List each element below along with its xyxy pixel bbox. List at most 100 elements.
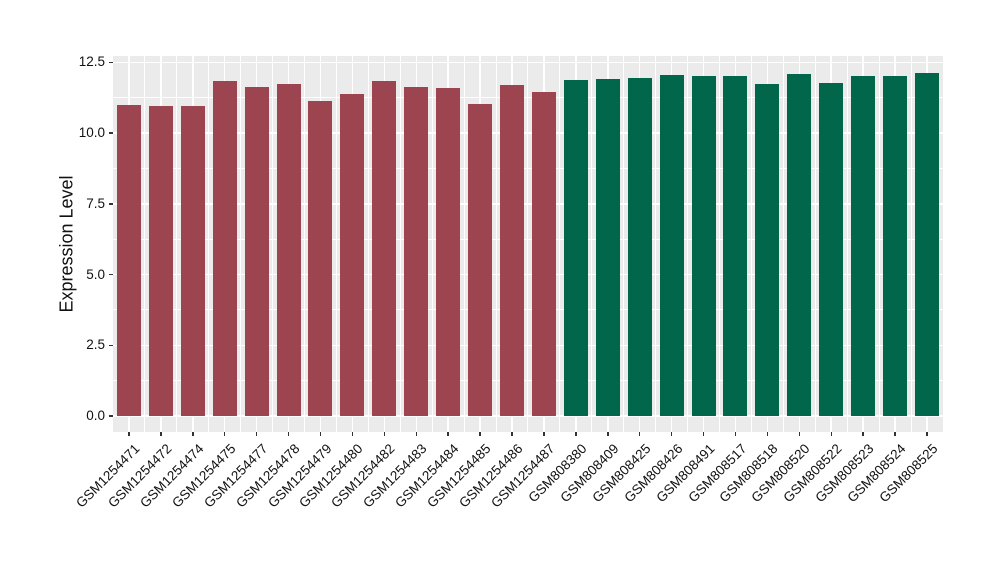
gridline-x-minor xyxy=(687,56,689,432)
x-axis-tick xyxy=(734,432,737,436)
bar-GSM808518 xyxy=(755,83,780,416)
x-axis-tick xyxy=(830,432,833,436)
x-axis-tick xyxy=(319,432,322,436)
bar-slot xyxy=(878,56,911,432)
bar-GSM1254478 xyxy=(276,84,301,416)
x-axis-tick xyxy=(383,432,386,436)
x-axis-tick xyxy=(926,432,928,436)
bars-container xyxy=(113,56,943,432)
bar-slot xyxy=(910,56,943,432)
y-tick-label: 2.5 xyxy=(86,337,105,353)
bar-GSM808425 xyxy=(627,77,652,416)
bar-GSM1254479 xyxy=(308,101,333,416)
bar-slot xyxy=(399,56,432,432)
y-tick-label: 10.0 xyxy=(78,125,105,140)
y-axis-tick xyxy=(109,415,113,417)
x-axis-tick xyxy=(160,432,162,436)
bar-GSM808409 xyxy=(595,78,620,416)
gridline-x-minor xyxy=(208,56,210,432)
gridline-x-minor xyxy=(463,56,465,432)
bar-slot xyxy=(782,56,815,432)
bar-GSM808520 xyxy=(787,73,812,416)
bar-GSM1254487 xyxy=(531,92,556,416)
bar-GSM1254475 xyxy=(212,80,237,416)
gridline-x-minor xyxy=(878,56,880,432)
bar-slot xyxy=(527,56,560,432)
gridline-x-minor xyxy=(814,56,816,432)
y-axis-tick xyxy=(109,132,113,134)
bar-slot xyxy=(335,56,368,432)
bar-GSM808524 xyxy=(883,75,908,416)
bar-slot xyxy=(463,56,496,432)
bar-slot xyxy=(719,56,752,432)
bar-GSM808380 xyxy=(563,80,588,416)
gridline-x-minor xyxy=(750,56,752,432)
x-axis-tick xyxy=(766,432,769,436)
y-tick-label: 0.0 xyxy=(86,408,105,423)
x-axis-tick xyxy=(607,432,609,436)
bar-GSM808522 xyxy=(819,82,844,416)
x-axis-tick xyxy=(128,432,130,436)
x-axis-tick xyxy=(702,432,705,436)
x-axis-tick xyxy=(223,432,226,436)
gridline-x-minor xyxy=(399,56,401,432)
gridline-x-minor xyxy=(240,56,242,432)
x-axis-tick xyxy=(862,432,864,436)
gridline-x-minor xyxy=(623,56,625,432)
plot-panel xyxy=(113,56,943,432)
gridline-x-minor xyxy=(304,56,306,432)
bar-GSM808491 xyxy=(691,75,716,416)
bar-slot xyxy=(750,56,783,432)
gridline-x-minor xyxy=(495,56,497,432)
bar-GSM1254485 xyxy=(468,104,493,416)
gridline-x-minor xyxy=(559,56,561,432)
bar-slot xyxy=(495,56,528,432)
gridline-x-minor xyxy=(176,56,178,432)
y-axis-tick xyxy=(109,61,113,63)
bar-slot xyxy=(559,56,592,432)
bar-GSM1254480 xyxy=(340,93,365,416)
gridline-x-minor xyxy=(335,56,337,432)
bar-slot xyxy=(591,56,624,432)
x-axis-tick xyxy=(543,432,545,436)
bar-slot xyxy=(687,56,720,432)
bar-slot xyxy=(113,56,145,432)
x-axis-tick xyxy=(638,432,641,436)
gridline-x-minor xyxy=(846,56,848,432)
bar-GSM1254486 xyxy=(500,85,525,416)
bar-GSM808523 xyxy=(851,75,876,416)
gridline-x-minor xyxy=(367,56,369,432)
bar-slot xyxy=(208,56,241,432)
x-axis-tick xyxy=(255,432,258,436)
gridline-x-minor xyxy=(655,56,657,432)
x-axis-tick xyxy=(415,432,418,436)
x-axis-tick xyxy=(670,432,673,436)
bar-GSM1254483 xyxy=(404,86,429,416)
x-axis-tick xyxy=(287,432,290,436)
bar-GSM808517 xyxy=(723,75,748,416)
y-axis-tick xyxy=(109,273,113,276)
y-tick-label: 5.0 xyxy=(86,266,105,282)
bar-slot xyxy=(814,56,847,432)
bar-slot xyxy=(240,56,273,432)
y-tick-label: 12.5 xyxy=(78,54,105,70)
x-axis-tick xyxy=(192,432,194,436)
x-axis-tick xyxy=(575,432,577,436)
x-axis-tick xyxy=(894,432,896,436)
y-tick-label: 7.5 xyxy=(86,195,105,211)
bar-slot xyxy=(655,56,688,432)
bar-slot xyxy=(623,56,656,432)
bar-slot xyxy=(367,56,400,432)
x-axis-tick xyxy=(511,432,513,436)
x-axis-tick xyxy=(447,432,449,436)
bar-GSM1254474 xyxy=(180,105,205,416)
bar-slot xyxy=(304,56,337,432)
bar-slot xyxy=(272,56,305,432)
x-axis-tick xyxy=(479,432,481,436)
gridline-x-minor xyxy=(272,56,274,432)
gridline-x-minor xyxy=(527,56,529,432)
gridline-x-minor xyxy=(144,56,146,432)
bar-GSM1254482 xyxy=(372,80,397,416)
bar-GSM1254484 xyxy=(436,87,461,416)
